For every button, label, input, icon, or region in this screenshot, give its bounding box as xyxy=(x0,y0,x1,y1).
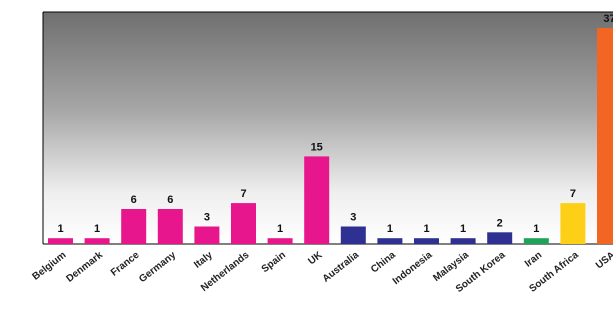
category-label-belgium: Belgium xyxy=(30,250,68,283)
value-label-germany: 6 xyxy=(167,194,173,206)
bar-belgium xyxy=(48,238,73,244)
value-label-spain: 1 xyxy=(277,223,283,235)
bar-iran xyxy=(523,238,549,244)
bar-uk xyxy=(304,156,330,244)
bar-italy xyxy=(194,226,220,244)
bar-south-africa xyxy=(560,203,586,244)
value-label-malaysia: 1 xyxy=(460,223,466,235)
value-label-belgium: 1 xyxy=(57,223,63,235)
bar-australia xyxy=(340,226,366,244)
category-label-france: France xyxy=(109,249,142,278)
category-label-spain: Spain xyxy=(260,250,288,275)
value-label-uk: 15 xyxy=(311,141,323,153)
category-label-indonesia: Indonesia xyxy=(391,249,435,287)
category-label-china: China xyxy=(369,249,398,275)
bar-france xyxy=(121,209,147,244)
value-label-south-korea: 2 xyxy=(497,217,503,229)
bar-spain xyxy=(267,238,293,244)
bar-usa xyxy=(597,28,613,244)
bar-denmark xyxy=(84,238,110,244)
value-label-france: 6 xyxy=(131,194,137,206)
bar-germany xyxy=(157,209,183,244)
bar-netherlands xyxy=(231,203,256,244)
value-label-denmark: 1 xyxy=(94,223,100,235)
category-label-uk: UK xyxy=(306,249,325,267)
value-label-netherlands: 7 xyxy=(240,188,246,200)
bar-south-korea xyxy=(487,232,513,244)
bars-group xyxy=(48,28,613,244)
bar-china xyxy=(377,238,403,244)
value-label-australia: 3 xyxy=(350,212,356,224)
bar-indonesia xyxy=(414,238,439,244)
value-label-south-africa: 7 xyxy=(570,188,576,200)
category-label-germany: Germany xyxy=(137,249,178,285)
category-label-usa: USA xyxy=(594,250,613,272)
category-label-iran: Iran xyxy=(523,250,544,270)
value-label-iran: 1 xyxy=(533,223,539,235)
category-label-italy: Italy xyxy=(192,249,215,270)
value-label-italy: 3 xyxy=(204,212,210,224)
value-label-china: 1 xyxy=(387,223,393,235)
category-label-australia: Australia xyxy=(321,249,362,284)
value-label-usa: 37 xyxy=(603,13,613,25)
category-label-denmark: Denmark xyxy=(64,249,105,284)
bar-malaysia xyxy=(450,238,476,244)
value-label-indonesia: 1 xyxy=(423,223,429,235)
